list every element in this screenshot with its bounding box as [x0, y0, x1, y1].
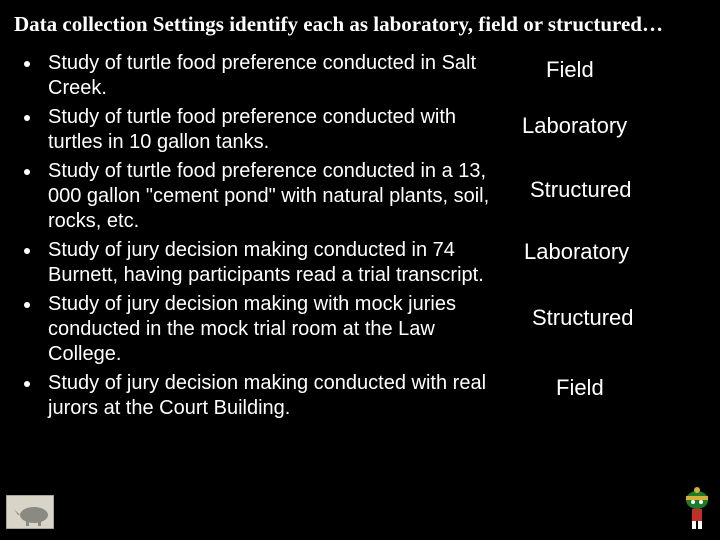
answers-column: Field Laboratory Structured Laboratory S… — [494, 51, 706, 401]
answer-label: Field — [546, 57, 706, 83]
list-item: Study of jury decision making with mock … — [42, 292, 494, 367]
list-item: Study of turtle food preference conducte… — [42, 105, 494, 155]
bullet-list: Study of turtle food preference conducte… — [14, 51, 494, 425]
marvin-icon — [680, 487, 714, 536]
rhino-icon — [6, 495, 54, 534]
answer-label: Laboratory — [524, 239, 706, 265]
answer-label: Field — [556, 375, 706, 401]
slide-title: Data collection Settings identify each a… — [14, 10, 706, 37]
slide: Data collection Settings identify each a… — [0, 0, 720, 540]
list-item: Study of turtle food preference conducte… — [42, 51, 494, 101]
answer-label: Laboratory — [522, 113, 706, 139]
answer-label: Structured — [532, 305, 706, 331]
answer-label: Structured — [530, 177, 706, 203]
list-item: Study of turtle food preference conducte… — [42, 159, 494, 234]
content-row: Study of turtle food preference conducte… — [14, 51, 706, 425]
list-item: Study of jury decision making conducted … — [42, 371, 494, 421]
list-item: Study of jury decision making conducted … — [42, 238, 494, 288]
